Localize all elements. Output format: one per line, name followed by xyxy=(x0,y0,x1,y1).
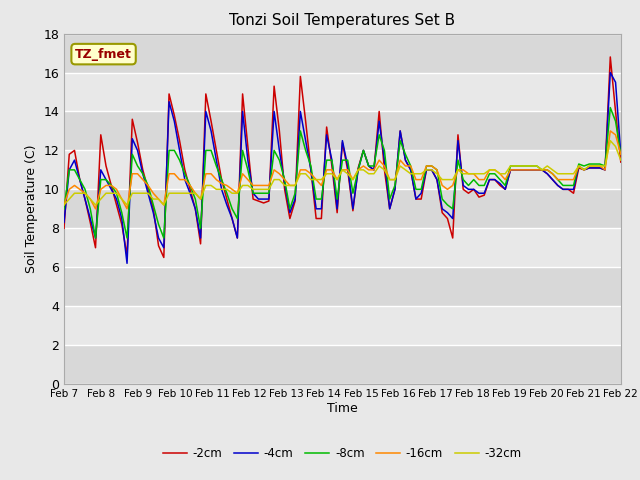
-32cm xyxy=(507,163,515,169)
-8cm xyxy=(512,163,520,169)
Title: Tonzi Soil Temperatures Set B: Tonzi Soil Temperatures Set B xyxy=(229,13,456,28)
Bar xyxy=(64,189,621,228)
-4cm xyxy=(123,261,131,266)
-32cm xyxy=(481,171,488,177)
-16cm xyxy=(512,167,520,173)
-16cm xyxy=(617,151,625,157)
-8cm xyxy=(617,151,625,157)
Bar xyxy=(64,267,621,306)
-8cm xyxy=(486,171,493,177)
Legend: -2cm, -4cm, -8cm, -16cm, -32cm: -2cm, -4cm, -8cm, -16cm, -32cm xyxy=(159,443,526,465)
Line: -32cm: -32cm xyxy=(64,141,621,205)
-2cm xyxy=(460,186,467,192)
-4cm xyxy=(512,167,520,173)
-8cm xyxy=(92,235,99,241)
-2cm xyxy=(160,254,168,260)
-16cm xyxy=(234,191,241,196)
-16cm xyxy=(60,202,68,208)
-2cm xyxy=(617,159,625,165)
Bar xyxy=(64,111,621,150)
-4cm xyxy=(234,235,241,241)
-32cm xyxy=(580,167,588,173)
Line: -2cm: -2cm xyxy=(64,57,621,257)
-2cm xyxy=(60,226,68,231)
Y-axis label: Soil Temperature (C): Soil Temperature (C) xyxy=(25,144,38,273)
Line: -4cm: -4cm xyxy=(64,72,621,264)
Bar xyxy=(64,72,621,111)
X-axis label: Time: Time xyxy=(327,402,358,415)
-4cm xyxy=(460,182,467,188)
Bar xyxy=(64,34,621,72)
Bar xyxy=(64,306,621,345)
-8cm xyxy=(460,177,467,182)
-4cm xyxy=(486,177,493,182)
-32cm xyxy=(454,167,462,173)
-2cm xyxy=(607,54,614,60)
Line: -16cm: -16cm xyxy=(64,131,621,209)
-4cm xyxy=(617,151,625,157)
-16cm xyxy=(486,167,493,173)
-16cm xyxy=(460,167,467,173)
-32cm xyxy=(60,202,68,208)
-8cm xyxy=(559,182,567,188)
-32cm xyxy=(554,171,562,177)
Bar xyxy=(64,345,621,384)
Bar xyxy=(64,150,621,189)
-16cm xyxy=(586,163,593,169)
-32cm xyxy=(607,138,614,144)
-16cm xyxy=(607,128,614,134)
-2cm xyxy=(559,186,567,192)
-8cm xyxy=(586,161,593,167)
-8cm xyxy=(607,105,614,110)
-32cm xyxy=(228,191,236,196)
-8cm xyxy=(234,216,241,221)
Line: -8cm: -8cm xyxy=(64,108,621,238)
-4cm xyxy=(60,219,68,225)
Text: TZ_fmet: TZ_fmet xyxy=(75,48,132,60)
-2cm xyxy=(586,165,593,171)
-4cm xyxy=(607,70,614,75)
-4cm xyxy=(559,186,567,192)
-8cm xyxy=(60,206,68,212)
-4cm xyxy=(586,165,593,171)
-2cm xyxy=(512,167,520,173)
-2cm xyxy=(234,235,241,241)
-16cm xyxy=(559,177,567,182)
-2cm xyxy=(486,177,493,182)
-16cm xyxy=(92,206,99,212)
-32cm xyxy=(617,157,625,163)
Bar xyxy=(64,228,621,267)
